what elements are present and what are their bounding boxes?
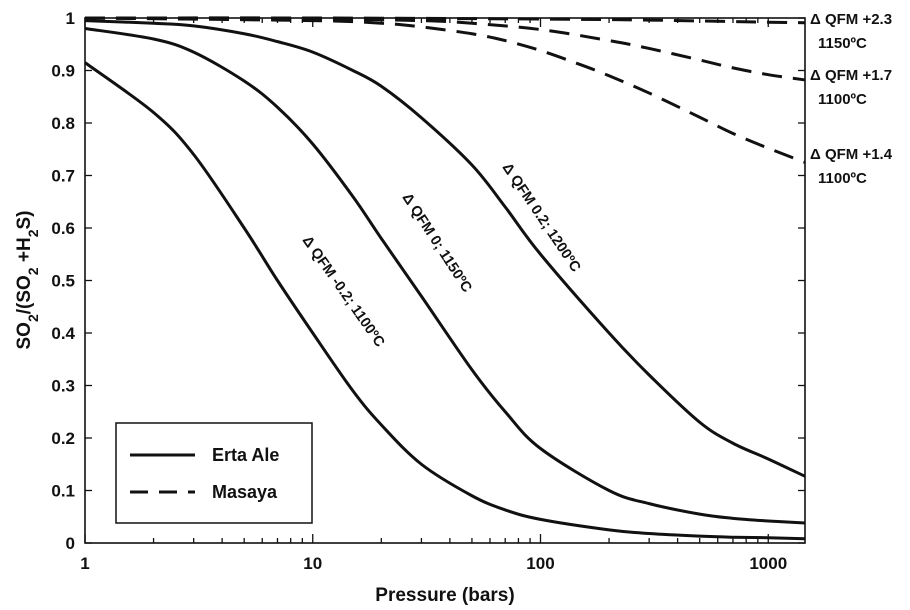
y-tick-label: 0.8 [51,114,75,133]
y-tick-label: 0.2 [51,429,75,448]
side-label-qfm-1.4: Δ QFM +1.4 [810,146,893,163]
legend-label-masaya: Masaya [212,482,278,502]
side-label-temp-1100-b: 1100ºC [818,170,867,187]
legend-label-erta-ale: Erta Ale [212,445,279,465]
x-tick-label: 10 [303,554,322,573]
x-axis-title: Pressure (bars) [375,585,514,606]
side-label-temp-1100-a: 1100ºC [818,91,867,108]
x-tick-label: 1000 [749,554,787,573]
x-axis: 1 10 100 1000 [80,18,787,573]
y-tick-label: 0.5 [51,272,75,291]
y-tick-label: 0.3 [51,377,75,396]
curve-annotations: Δ QFM -0.2; 1100ºC Δ QFM 0; 1150ºC Δ QFM… [299,11,893,351]
x-tick-label: 1 [80,554,89,573]
legend-box [115,422,313,524]
x-tick-label: 100 [526,554,554,573]
y-tick-label: 0.4 [51,324,75,343]
y-axis-title: SO2/(SO2 +H2S) [14,210,41,349]
y-tick-label: 0.9 [51,62,75,81]
side-label-qfm-2.3: Δ QFM +2.3 [810,11,892,28]
y-axis: 0 0.1 0.2 0.3 0.4 0.5 0.6 0.7 0.8 0.9 1 [51,9,805,553]
y-tick-label: 0.6 [51,219,75,238]
y-tick-label: 0.7 [51,167,75,186]
series-line-1 [84,27,806,525]
y-tick-label: 0 [66,534,75,553]
series-line-2 [84,19,806,478]
legend: Erta Ale Masaya [115,422,313,524]
y-tick-label: 0.1 [51,482,75,501]
series-line-0 [84,61,806,541]
side-label-qfm-1.7: Δ QFM +1.7 [810,67,892,84]
series-line-5 [84,16,806,164]
y-tick-label: 1 [66,9,75,28]
side-label-temp-1150: 1150ºC [818,35,867,52]
